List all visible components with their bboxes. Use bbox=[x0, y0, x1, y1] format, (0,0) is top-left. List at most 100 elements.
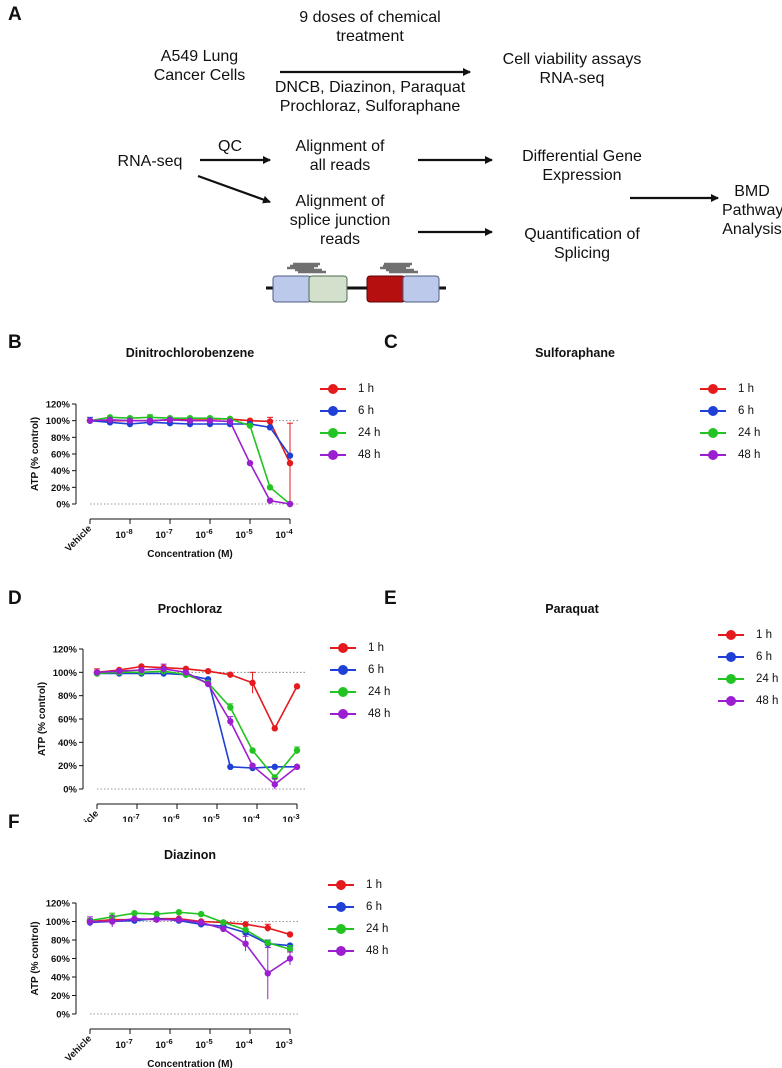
legend-dot-b-1h bbox=[328, 384, 338, 394]
panel-label-f: F bbox=[8, 812, 20, 833]
chemicals-label: DNCB, Diazinon, Paraquat Prochloraz, Sul… bbox=[255, 78, 485, 116]
legend-label-e-6h: 6 h bbox=[756, 651, 772, 663]
chart-d-ytick-label-0: 0% bbox=[63, 785, 77, 796]
chart-f-ytick-label-1: 20% bbox=[51, 991, 71, 1002]
bmd-label: BMD Pathway Analysis bbox=[722, 182, 782, 239]
legend-label-e-24h: 24 h bbox=[756, 673, 779, 685]
legend-dot-d-6h bbox=[338, 665, 348, 675]
chart-e-title: Paraquat bbox=[545, 602, 599, 616]
chart-f-diazinon: 0% 20% 40% 60% 80% 100% 120% ATP (% control) Veh… bbox=[30, 899, 298, 1068]
align-all-line-2: all reads bbox=[309, 157, 371, 174]
chart-b-ylabel: ATP (% control) bbox=[30, 417, 41, 491]
chart-f-ytick-label-6: 120% bbox=[46, 899, 71, 910]
chart-f-point-48h-0 bbox=[86, 918, 94, 925]
legend-label-c-1h: 1 h bbox=[738, 383, 754, 395]
chart-b-point-48h-8 bbox=[246, 459, 254, 467]
legend-label-b-6h: 6 h bbox=[358, 405, 374, 417]
legend-label-e-48h: 48 h bbox=[756, 695, 779, 707]
splice-junction-illustration bbox=[266, 262, 446, 303]
legend-label-b-1h: 1 h bbox=[358, 383, 374, 395]
legend-label-f-6h: 6 h bbox=[366, 901, 382, 913]
chart-f-ytick-label-2: 40% bbox=[51, 973, 71, 984]
legend-dot-d-24h bbox=[338, 687, 348, 697]
quant-line-2: Splicing bbox=[553, 245, 611, 262]
chart-d-line-6h bbox=[97, 672, 297, 769]
chart-f-point-1h-7 bbox=[242, 921, 249, 928]
chart-d-ytick-label-1: 20% bbox=[58, 761, 78, 772]
legend-label-f-1h: 1 h bbox=[366, 879, 382, 891]
dge-line-1: Differential Gene bbox=[522, 148, 642, 165]
chart-f-point-48h-6 bbox=[220, 925, 227, 933]
chart-b-point-24h-9 bbox=[266, 484, 274, 491]
chart-d-point-24h-9 bbox=[293, 747, 301, 754]
chart-b-point-48h-6 bbox=[206, 417, 214, 424]
chart-d-point-24h-6 bbox=[227, 704, 234, 711]
chart-f-point-48h-9 bbox=[286, 955, 294, 962]
legend-label-f-48h: 48 h bbox=[366, 945, 389, 957]
chart-f-ytick-label-4: 80% bbox=[51, 936, 71, 947]
chart-d-point-48h-5 bbox=[204, 680, 212, 688]
quant-label: Quantification of Splicing bbox=[497, 225, 667, 263]
chart-d-xtick-label-5: 10-3 bbox=[282, 812, 299, 822]
chart-f-line-24h bbox=[89, 911, 291, 951]
legend-label-b-24h: 24 h bbox=[358, 427, 381, 439]
chart-c-sulforaphane: 0%20%40%60%80%100%120%140%160%ATP (% con… bbox=[380, 366, 680, 566]
assays-label: Cell viability assays RNA-seq bbox=[477, 50, 667, 88]
chart-d-point-1h-8 bbox=[271, 725, 278, 732]
chart-f-point-24h-6 bbox=[220, 919, 227, 926]
align-splice-line-2: splice junction bbox=[289, 212, 391, 229]
legend-dot-f-6h bbox=[336, 902, 346, 912]
chart-d-ytick-label-6: 120% bbox=[53, 645, 78, 656]
panel-label-b: B bbox=[8, 332, 22, 353]
chart-b-point-1h-9 bbox=[266, 418, 274, 425]
chart-b-ytick-label-0: 0% bbox=[56, 500, 70, 511]
align-splice-line-1: Alignment of bbox=[295, 193, 385, 210]
legend-dot-e-24h bbox=[726, 674, 736, 684]
chart-b-xtick-label-2: 10-7 bbox=[155, 527, 172, 541]
legend-label-c-48h: 48 h bbox=[738, 449, 761, 461]
chart-f-ylabel: ATP (% control) bbox=[30, 921, 41, 995]
chart-e-paraquat: 0%20%40%60%80%100%120%140%ATP (% control… bbox=[380, 616, 710, 816]
chart-d-point-48h-2 bbox=[138, 666, 145, 674]
chart-b-point-6h-9 bbox=[266, 424, 274, 431]
legend-dot-c-1h bbox=[708, 384, 718, 394]
chart-b-xlabel: Concentration (M) bbox=[147, 549, 233, 560]
chart-d-ytick-label-4: 80% bbox=[58, 691, 78, 702]
chart-f-point-24h-2 bbox=[131, 909, 138, 917]
chart-d-point-48h-0 bbox=[93, 669, 101, 676]
legend-label-c-24h: 24 h bbox=[738, 427, 761, 439]
chart-f-xtick-label-5: 10-3 bbox=[275, 1037, 292, 1051]
panel-label-a: A bbox=[8, 4, 22, 25]
chart-d-ylabel: ATP (% control) bbox=[37, 682, 48, 756]
legend-dot-b-24h bbox=[328, 428, 338, 438]
workflow-diagram bbox=[197, 68, 719, 303]
chart-b-point-48h-5 bbox=[186, 417, 194, 424]
legend-label-b-48h: 48 h bbox=[358, 449, 381, 461]
chart-b-point-24h-8 bbox=[246, 422, 254, 429]
chart-d-point-48h-3 bbox=[160, 665, 167, 673]
chart-d-prochloraz: 0% 20% 40% 60% 80% 100% 120% ATP (% control) Veh… bbox=[37, 645, 305, 822]
chart-d-point-6h-8 bbox=[271, 763, 278, 771]
panel-label-c: C bbox=[384, 332, 398, 353]
chart-b-point-48h-2 bbox=[126, 417, 134, 424]
legend-dot-c-48h bbox=[708, 450, 718, 460]
legend-label-d-1h: 1 h bbox=[368, 642, 384, 654]
chart-b-xtick-label-4: 10-5 bbox=[235, 527, 252, 541]
legend-dot-c-6h bbox=[708, 406, 718, 416]
chart-d-point-24h-7 bbox=[249, 747, 256, 754]
legend-dot-e-1h bbox=[726, 630, 736, 640]
legend-dot-e-6h bbox=[726, 652, 736, 662]
legend-dot-d-48h bbox=[338, 709, 348, 719]
chart-f-point-48h-4 bbox=[175, 916, 183, 923]
align-all-line-1: Alignment of bbox=[295, 138, 385, 155]
chart-b-title: Dinitrochlorobenzene bbox=[125, 346, 255, 360]
chart-f-ytick-label-3: 60% bbox=[51, 954, 71, 965]
legend-dot-f-24h bbox=[336, 924, 346, 934]
chart-d-point-6h-6 bbox=[227, 763, 234, 771]
chart-d-xtick-label-3: 10-5 bbox=[202, 812, 219, 822]
chart-f-xlabel: Concentration (M) bbox=[147, 1059, 233, 1068]
legend-dot-f-48h bbox=[336, 946, 346, 956]
chemicals-line-2: Prochloraz, Sulforaphane bbox=[279, 98, 461, 115]
legend-label-e-1h: 1 h bbox=[756, 629, 772, 641]
chart-f-xtick-label-4: 10-4 bbox=[235, 1037, 253, 1051]
